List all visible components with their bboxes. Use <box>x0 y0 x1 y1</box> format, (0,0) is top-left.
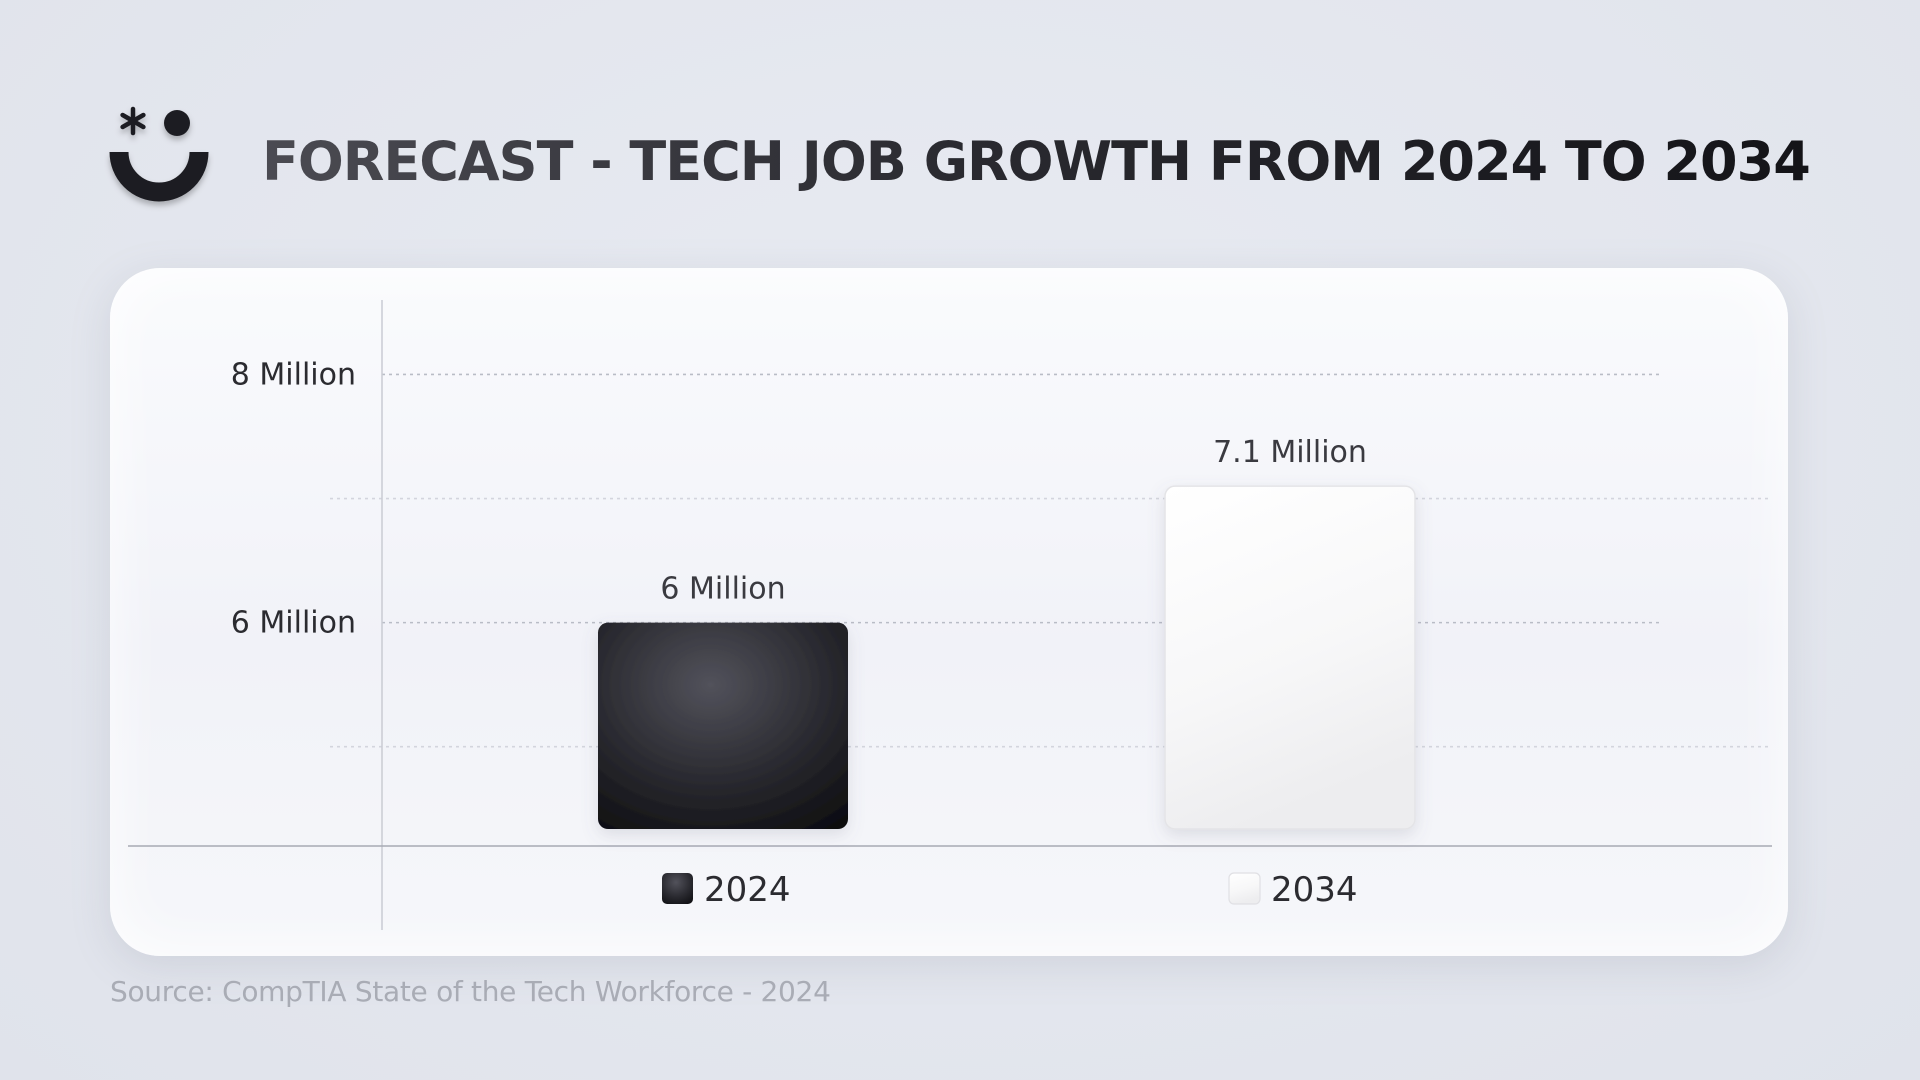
asterisk-smile-logo-icon <box>109 106 209 202</box>
chart-title: FORECAST - TECH JOB GROWTH FROM 2024 TO … <box>262 122 1811 202</box>
data-label-2024: 6 Million <box>660 572 785 607</box>
bar-2024 <box>598 622 848 829</box>
y-tick-label: 8 Million <box>231 357 356 392</box>
source-note: Source: CompTIA State of the Tech Workfo… <box>110 975 831 1008</box>
legend-swatch-2034 <box>1228 872 1261 905</box>
legend-label-2034: 2034 <box>1271 870 1358 910</box>
legend-label-2024: 2024 <box>704 870 791 910</box>
y-tick-label: 6 Million <box>231 606 356 641</box>
data-label-2034: 7.1 Million <box>1213 435 1367 470</box>
legend-swatch-2024 <box>662 873 693 904</box>
bar-2034 <box>1164 485 1416 830</box>
chart-card <box>110 268 1788 956</box>
